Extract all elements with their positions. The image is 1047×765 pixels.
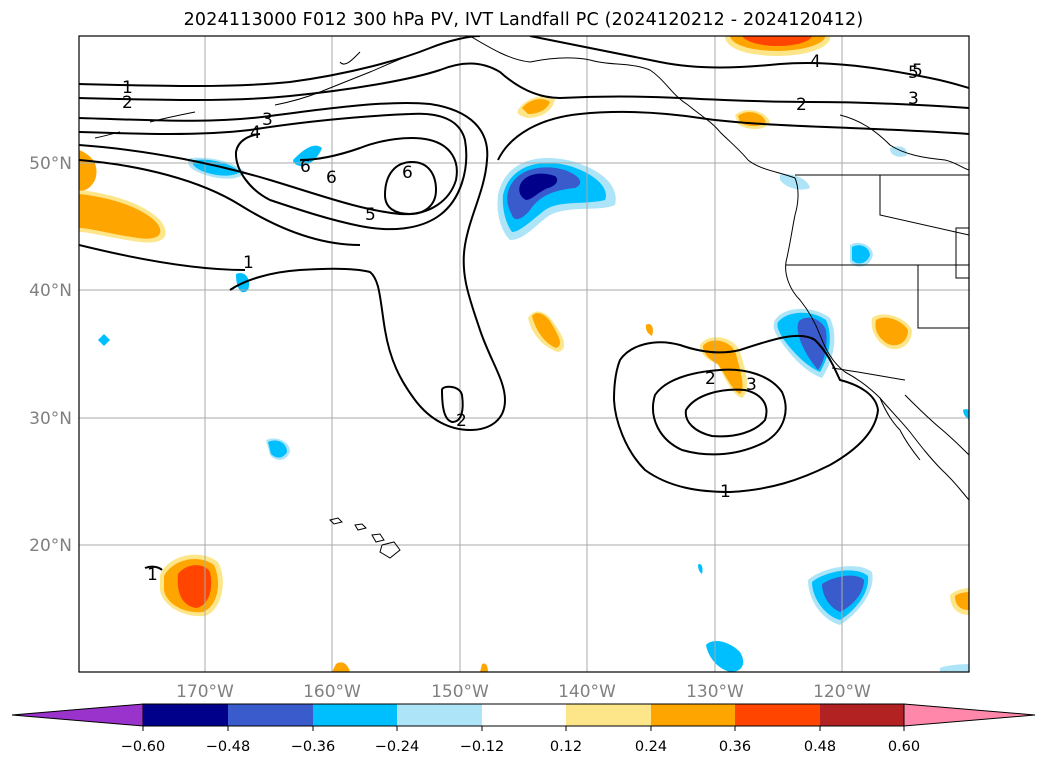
contour-label: 2 [796, 95, 807, 115]
colorbar-tick-label: −0.36 [291, 739, 335, 755]
colorbar-bin [397, 704, 482, 726]
contour-label: 6 [300, 157, 311, 177]
contour-lines [79, 36, 969, 571]
colorbar-tick-label: −0.48 [206, 739, 250, 755]
colorbar-bin [651, 704, 735, 726]
colorbar-tick-label: 0.24 [635, 739, 667, 755]
colorbar-tick-label: 0.48 [804, 739, 836, 755]
contour-label: 1 [720, 482, 731, 502]
lon-label-140w: 140°W [558, 682, 616, 702]
colorbar-bin [735, 704, 820, 726]
contour-label: 1 [243, 253, 254, 273]
chart-title: 2024113000 F012 300 hPa PV, IVT Landfall… [183, 10, 864, 30]
colorbar-tick-label: −0.12 [460, 739, 504, 755]
contour-label: 1 [122, 78, 133, 98]
map-frame [78, 35, 970, 673]
contour-label: 4 [250, 123, 261, 143]
contour-label: 6 [326, 168, 337, 188]
colorbar-bin [313, 704, 397, 726]
contour-label: 5 [365, 205, 376, 225]
colorbar-extend-negative [11, 703, 144, 727]
colorbar-bin [143, 704, 228, 726]
colorbar: −0.60 −0.48 −0.36 −0.24 −0.12 0.12 0.24 … [11, 703, 1036, 755]
longitude-labels: 170°W 160°W 150°W 140°W 130°W 120°W [176, 682, 871, 702]
lat-label-30n: 30°N [29, 409, 72, 429]
colorbar-tick-label: −0.60 [121, 739, 165, 755]
colorbar-tick-label: −0.24 [375, 739, 419, 755]
contour-label: 1 [147, 565, 158, 585]
gridlines [79, 36, 969, 672]
colorbar-extend-positive [903, 703, 1036, 727]
contour-label: 2 [122, 93, 133, 113]
contour-label: 3 [908, 89, 919, 109]
lon-label-170w: 170°W [176, 682, 234, 702]
colorbar-bin [482, 704, 566, 726]
colorbar-bin [228, 704, 313, 726]
shaded-fields [79, 36, 969, 672]
contour-label: 2 [456, 411, 467, 431]
colorbar-tick-label: 0.12 [550, 739, 582, 755]
lon-label-160w: 160°W [303, 682, 361, 702]
lat-label-40n: 40°N [29, 281, 72, 301]
colorbar-bin [566, 704, 651, 726]
colorbar-tick-label: 0.60 [888, 739, 920, 755]
colorbar-tick-label: 0.36 [719, 739, 751, 755]
lat-label-20n: 20°N [29, 536, 72, 556]
lat-label-50n: 50°N [29, 154, 72, 174]
contour-label: 5 [908, 63, 919, 83]
lon-label-130w: 130°W [686, 682, 744, 702]
lon-label-150w: 150°W [431, 682, 489, 702]
contour-label-group: 1 2 3 4 5 6 6 6 5 1 2 4 5 3 2 2 3 1 1 [122, 52, 923, 585]
contour-label: 6 [402, 163, 413, 183]
lon-label-120w: 120°W [813, 682, 871, 702]
coastlines [94, 36, 969, 559]
latitude-labels: 50°N 40°N 30°N 20°N [29, 154, 72, 556]
contour-label: 3 [262, 110, 273, 130]
contour-label: 3 [746, 375, 757, 395]
colorbar-ticks [142, 726, 905, 731]
colorbar-bin [820, 704, 904, 726]
contour-label: 4 [810, 52, 821, 72]
contour-label: 5 [912, 61, 923, 81]
contour-label: 2 [705, 369, 716, 389]
